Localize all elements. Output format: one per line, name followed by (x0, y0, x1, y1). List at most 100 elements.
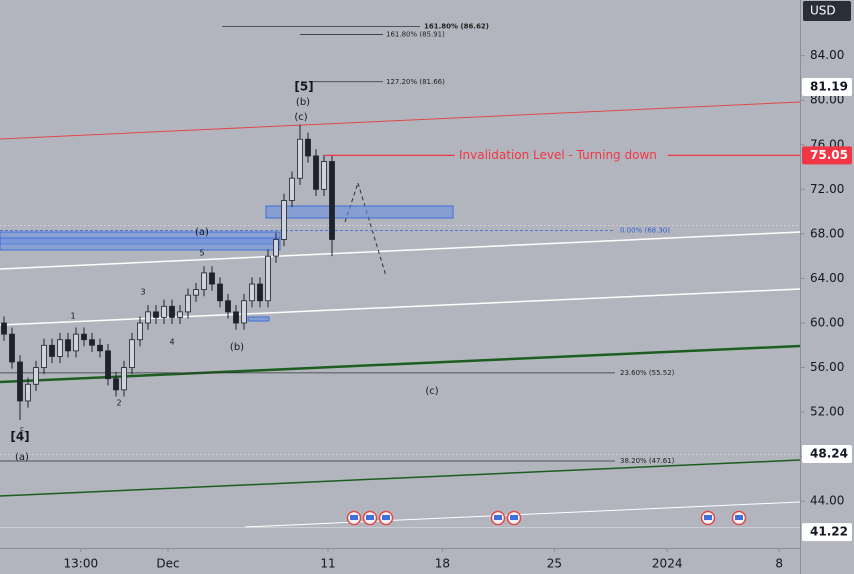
event-flag-icon (382, 515, 390, 520)
candle-body (177, 311, 183, 318)
candle-body (1, 322, 7, 335)
candle-body (185, 294, 191, 313)
candle-body (57, 339, 63, 357)
candle-body (193, 289, 199, 296)
candle-body (129, 339, 135, 368)
y-tick-label: 68.00 (810, 226, 844, 240)
currency: USD (810, 4, 836, 18)
y-tick-label: 72.00 (810, 182, 844, 196)
fib-label: 38.20% (47.61) (620, 457, 675, 465)
candle-body (25, 383, 31, 402)
zones (0, 205, 454, 322)
x-tick-label: 2024 (652, 557, 683, 571)
x-tick-label: 18 (435, 557, 450, 571)
wave-label: (b) (296, 97, 310, 108)
trendlines (0, 101, 801, 528)
candle-body (33, 367, 39, 385)
candle-body (9, 333, 15, 363)
wave-label: c (20, 425, 24, 433)
event-flag-icon (366, 515, 374, 520)
zone (0, 237, 281, 251)
wave-label: (c) (425, 386, 438, 397)
price-tag-label: 48.24 (810, 446, 848, 460)
price-tag (802, 146, 852, 165)
projection (357, 182, 387, 277)
x-tick-label: 13:00 (64, 557, 99, 571)
x-tick-label: 25 (547, 557, 562, 571)
trendline (0, 459, 801, 497)
event-flags (346, 510, 747, 526)
candle-body (49, 344, 55, 357)
wave-label: 4 (169, 338, 174, 347)
wave-label: (c) (294, 112, 307, 123)
event-flag-icon (735, 515, 743, 520)
y-tick-label: 84.00 (810, 48, 844, 62)
candle-body (81, 333, 87, 341)
price-tag-label: 41.22 (810, 525, 848, 539)
wave-label: (b) (230, 342, 244, 353)
price-tag (802, 444, 852, 463)
wave-label: (a) (15, 452, 29, 463)
trendline (0, 344, 801, 384)
candle-body (281, 200, 287, 240)
candle-body (225, 300, 231, 313)
candle-body (305, 138, 311, 157)
candle-body (105, 350, 111, 380)
candle-body (65, 339, 71, 352)
fib-label: 161.80% (86.62) (424, 23, 489, 31)
y-tick-label: 52.00 (810, 405, 844, 419)
x-tick-label: 11 (320, 557, 335, 571)
candle-body (209, 272, 215, 285)
x-tick-label: Dec (156, 557, 179, 571)
wave-label: 3 (140, 288, 145, 297)
price-tag (802, 77, 852, 96)
zone (265, 205, 454, 219)
trendline (0, 231, 801, 270)
zone (247, 316, 270, 322)
wave-label: 1 (70, 312, 75, 321)
event-flag-icon (350, 515, 358, 520)
candle-body (265, 255, 271, 302)
wave-label: 2 (116, 399, 121, 408)
y-tick-label: 56.00 (810, 360, 844, 374)
candle-body (249, 283, 255, 302)
trendline (0, 101, 801, 140)
candle-body (329, 161, 335, 240)
fib-label: 23.60% (55.52) (620, 369, 675, 377)
fib-label: 0.00% (68.30) (620, 227, 670, 235)
invalidation-label: Invalidation Level - Turning down (459, 148, 657, 162)
fib-label: 161.80% (85.91) (386, 30, 445, 38)
y-tick-label: 80.00 (810, 93, 844, 107)
candle-body (17, 361, 23, 402)
wave-label: [4] (10, 430, 29, 444)
currency-box (803, 1, 851, 21)
wave-label: (a) (195, 227, 209, 238)
y-tick-label: 64.00 (810, 271, 844, 285)
wave-label: [5] (294, 80, 313, 94)
event-flag-icon (494, 515, 502, 520)
candle-body (233, 311, 239, 324)
candle-body (241, 300, 247, 324)
candle-body (41, 344, 47, 368)
candle-body (297, 138, 303, 179)
candle-body (169, 305, 175, 318)
wave-label: 5 (199, 249, 204, 258)
candle-body (145, 311, 151, 324)
candle-body (89, 339, 95, 346)
trendline (0, 288, 801, 326)
candle-body (289, 177, 295, 201)
candle-body (257, 283, 263, 302)
candle-body (321, 161, 327, 190)
price-tag-label: 75.05 (810, 148, 848, 162)
candle-body (217, 283, 223, 302)
y-tick-label: 60.00 (810, 316, 844, 330)
candle-body (113, 378, 119, 391)
y-tick-label: 44.00 (810, 494, 844, 508)
candle-body (153, 311, 159, 318)
trendline (244, 501, 801, 528)
fib-label: 127.20% (81.66) (386, 78, 445, 86)
candle-body (273, 239, 279, 257)
price-tag-label: 81.19 (810, 79, 848, 93)
